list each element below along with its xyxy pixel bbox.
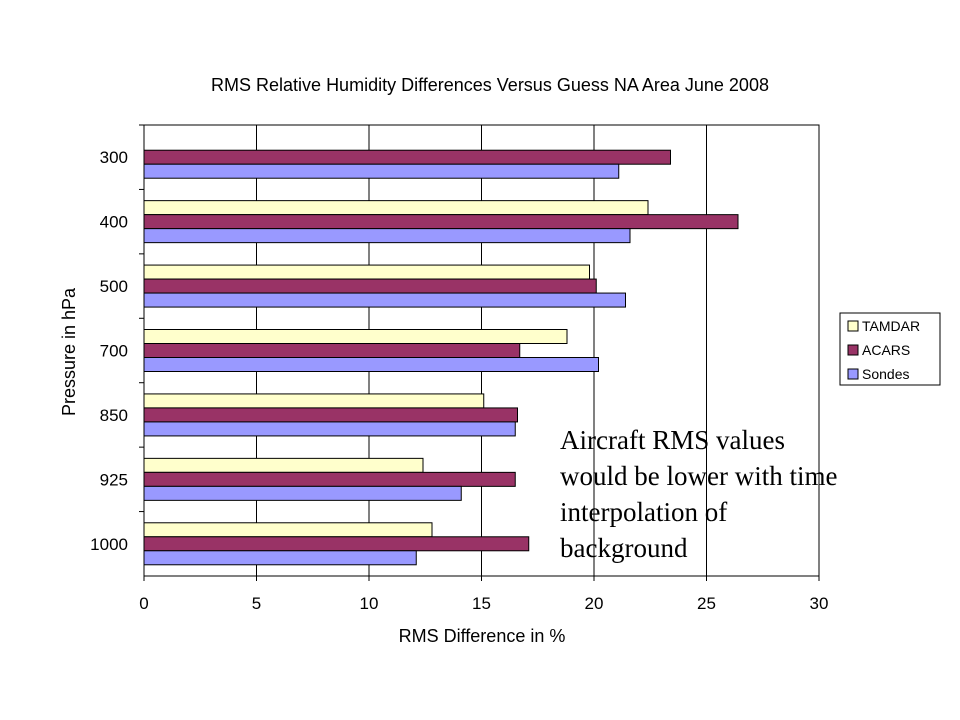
- bar-acars-500: [143, 278, 597, 294]
- bar-sondes-925: [143, 485, 462, 501]
- bar-acars-850: [143, 407, 518, 423]
- bar-acars-925: [143, 471, 516, 487]
- legend-label-tamdar: TAMDAR: [862, 318, 920, 334]
- bar-tamdar-400: [143, 200, 649, 216]
- y-tick-labels: 300 400 500 700 850 925 1000: [90, 148, 128, 554]
- x-tick-label: 20: [585, 594, 604, 613]
- bar-tamdar-925: [143, 457, 424, 473]
- bar-tamdar-700: [143, 329, 568, 344]
- y-tick-label: 500: [100, 277, 128, 296]
- bar-sondes-300: [143, 163, 620, 179]
- bar-acars-700: [143, 343, 521, 358]
- x-axis-label: RMS Difference in %: [399, 626, 566, 646]
- y-tick-label: 850: [100, 406, 128, 425]
- bar-acars-400: [143, 214, 739, 230]
- bars: [143, 149, 739, 566]
- legend-swatch-acars: [847, 344, 859, 356]
- y-tick-label: 300: [100, 148, 128, 167]
- chart-title: RMS Relative Humidity Differences Versus…: [211, 75, 769, 95]
- x-tick-label: 30: [810, 594, 829, 613]
- y-tick-label: 1000: [90, 535, 128, 554]
- bar-acars-1000: [143, 536, 530, 552]
- x-tick-label: 5: [252, 594, 261, 613]
- bar-tamdar-850: [143, 393, 485, 409]
- plot-area-border: [143, 124, 820, 577]
- y-axis-label: Pressure in hPa: [59, 287, 79, 416]
- bar-tamdar-1000: [143, 522, 433, 538]
- x-tick-labels: 0 5 10 15 20 25 30: [139, 594, 828, 613]
- bar-sondes-850: [143, 421, 516, 437]
- y-tick-label: 700: [100, 342, 128, 361]
- x-tick-label: 0: [139, 594, 148, 613]
- legend-label-acars: ACARS: [862, 342, 910, 358]
- bar-sondes-700: [143, 357, 599, 372]
- x-tick-label: 15: [472, 594, 491, 613]
- x-tick-label: 25: [697, 594, 716, 613]
- bar-tamdar-500: [143, 264, 590, 280]
- y-tick-label: 925: [100, 470, 128, 489]
- legend-swatch-sondes: [847, 368, 859, 380]
- bar-sondes-500: [143, 292, 626, 308]
- x-tick-label: 10: [360, 594, 379, 613]
- y-tick-label: 400: [100, 213, 128, 232]
- legend-label-sondes: Sondes: [862, 366, 909, 382]
- legend: TAMDAR ACARS Sondes: [839, 312, 941, 386]
- bar-sondes-1000: [143, 550, 417, 566]
- bar-acars-300: [143, 149, 671, 165]
- legend-swatch-tamdar: [847, 320, 859, 332]
- annotation-text: Aircraft RMS values would be lower with …: [560, 425, 838, 563]
- bar-sondes-400: [143, 228, 631, 244]
